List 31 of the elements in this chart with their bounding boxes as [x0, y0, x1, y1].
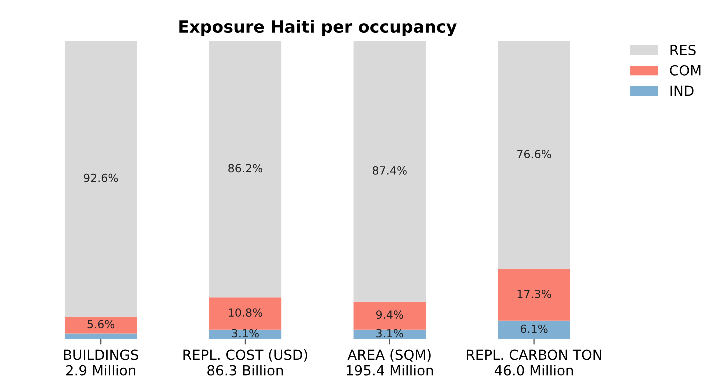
data-label: 87.4% [372, 166, 407, 175]
data-label: 76.6% [518, 150, 552, 158]
bar [209, 298, 282, 330]
legend-label: COM [670, 65, 701, 76]
data-label: 3.1% [232, 329, 259, 338]
legend-label: IND [670, 86, 694, 96]
bar [209, 41, 282, 298]
data-label: 9.4% [376, 310, 404, 320]
data-label: 5.6% [88, 320, 115, 329]
bar [354, 330, 426, 340]
legend-label: RES [670, 44, 696, 56]
bar [498, 320, 570, 340]
data-label: 10.8% [229, 308, 263, 317]
data-label: 6.1% [520, 324, 548, 334]
chart-title: Exposure Haiti per occupancy [180, 20, 457, 36]
bar [64, 334, 138, 340]
bar [354, 302, 426, 330]
x-tick-label: BUILDINGS 2.9 Million [64, 350, 138, 376]
bar [354, 41, 426, 302]
bar [209, 330, 282, 340]
bar [64, 317, 138, 334]
x-tick-label: AREA (SQM) 195.4 Million [346, 350, 434, 376]
data-label: 17.3% [518, 290, 552, 298]
data-label: 86.2% [228, 164, 263, 173]
x-tick-label: REPL. COST (USD) 86.3 Billion [184, 350, 308, 376]
data-label: 3.1% [376, 329, 404, 338]
data-label: 92.6% [84, 174, 118, 182]
x-tick-label: REPL. CARBON TON 46.0 Million [467, 350, 602, 376]
bar [498, 269, 570, 321]
bar [64, 41, 138, 318]
bar [498, 41, 570, 270]
